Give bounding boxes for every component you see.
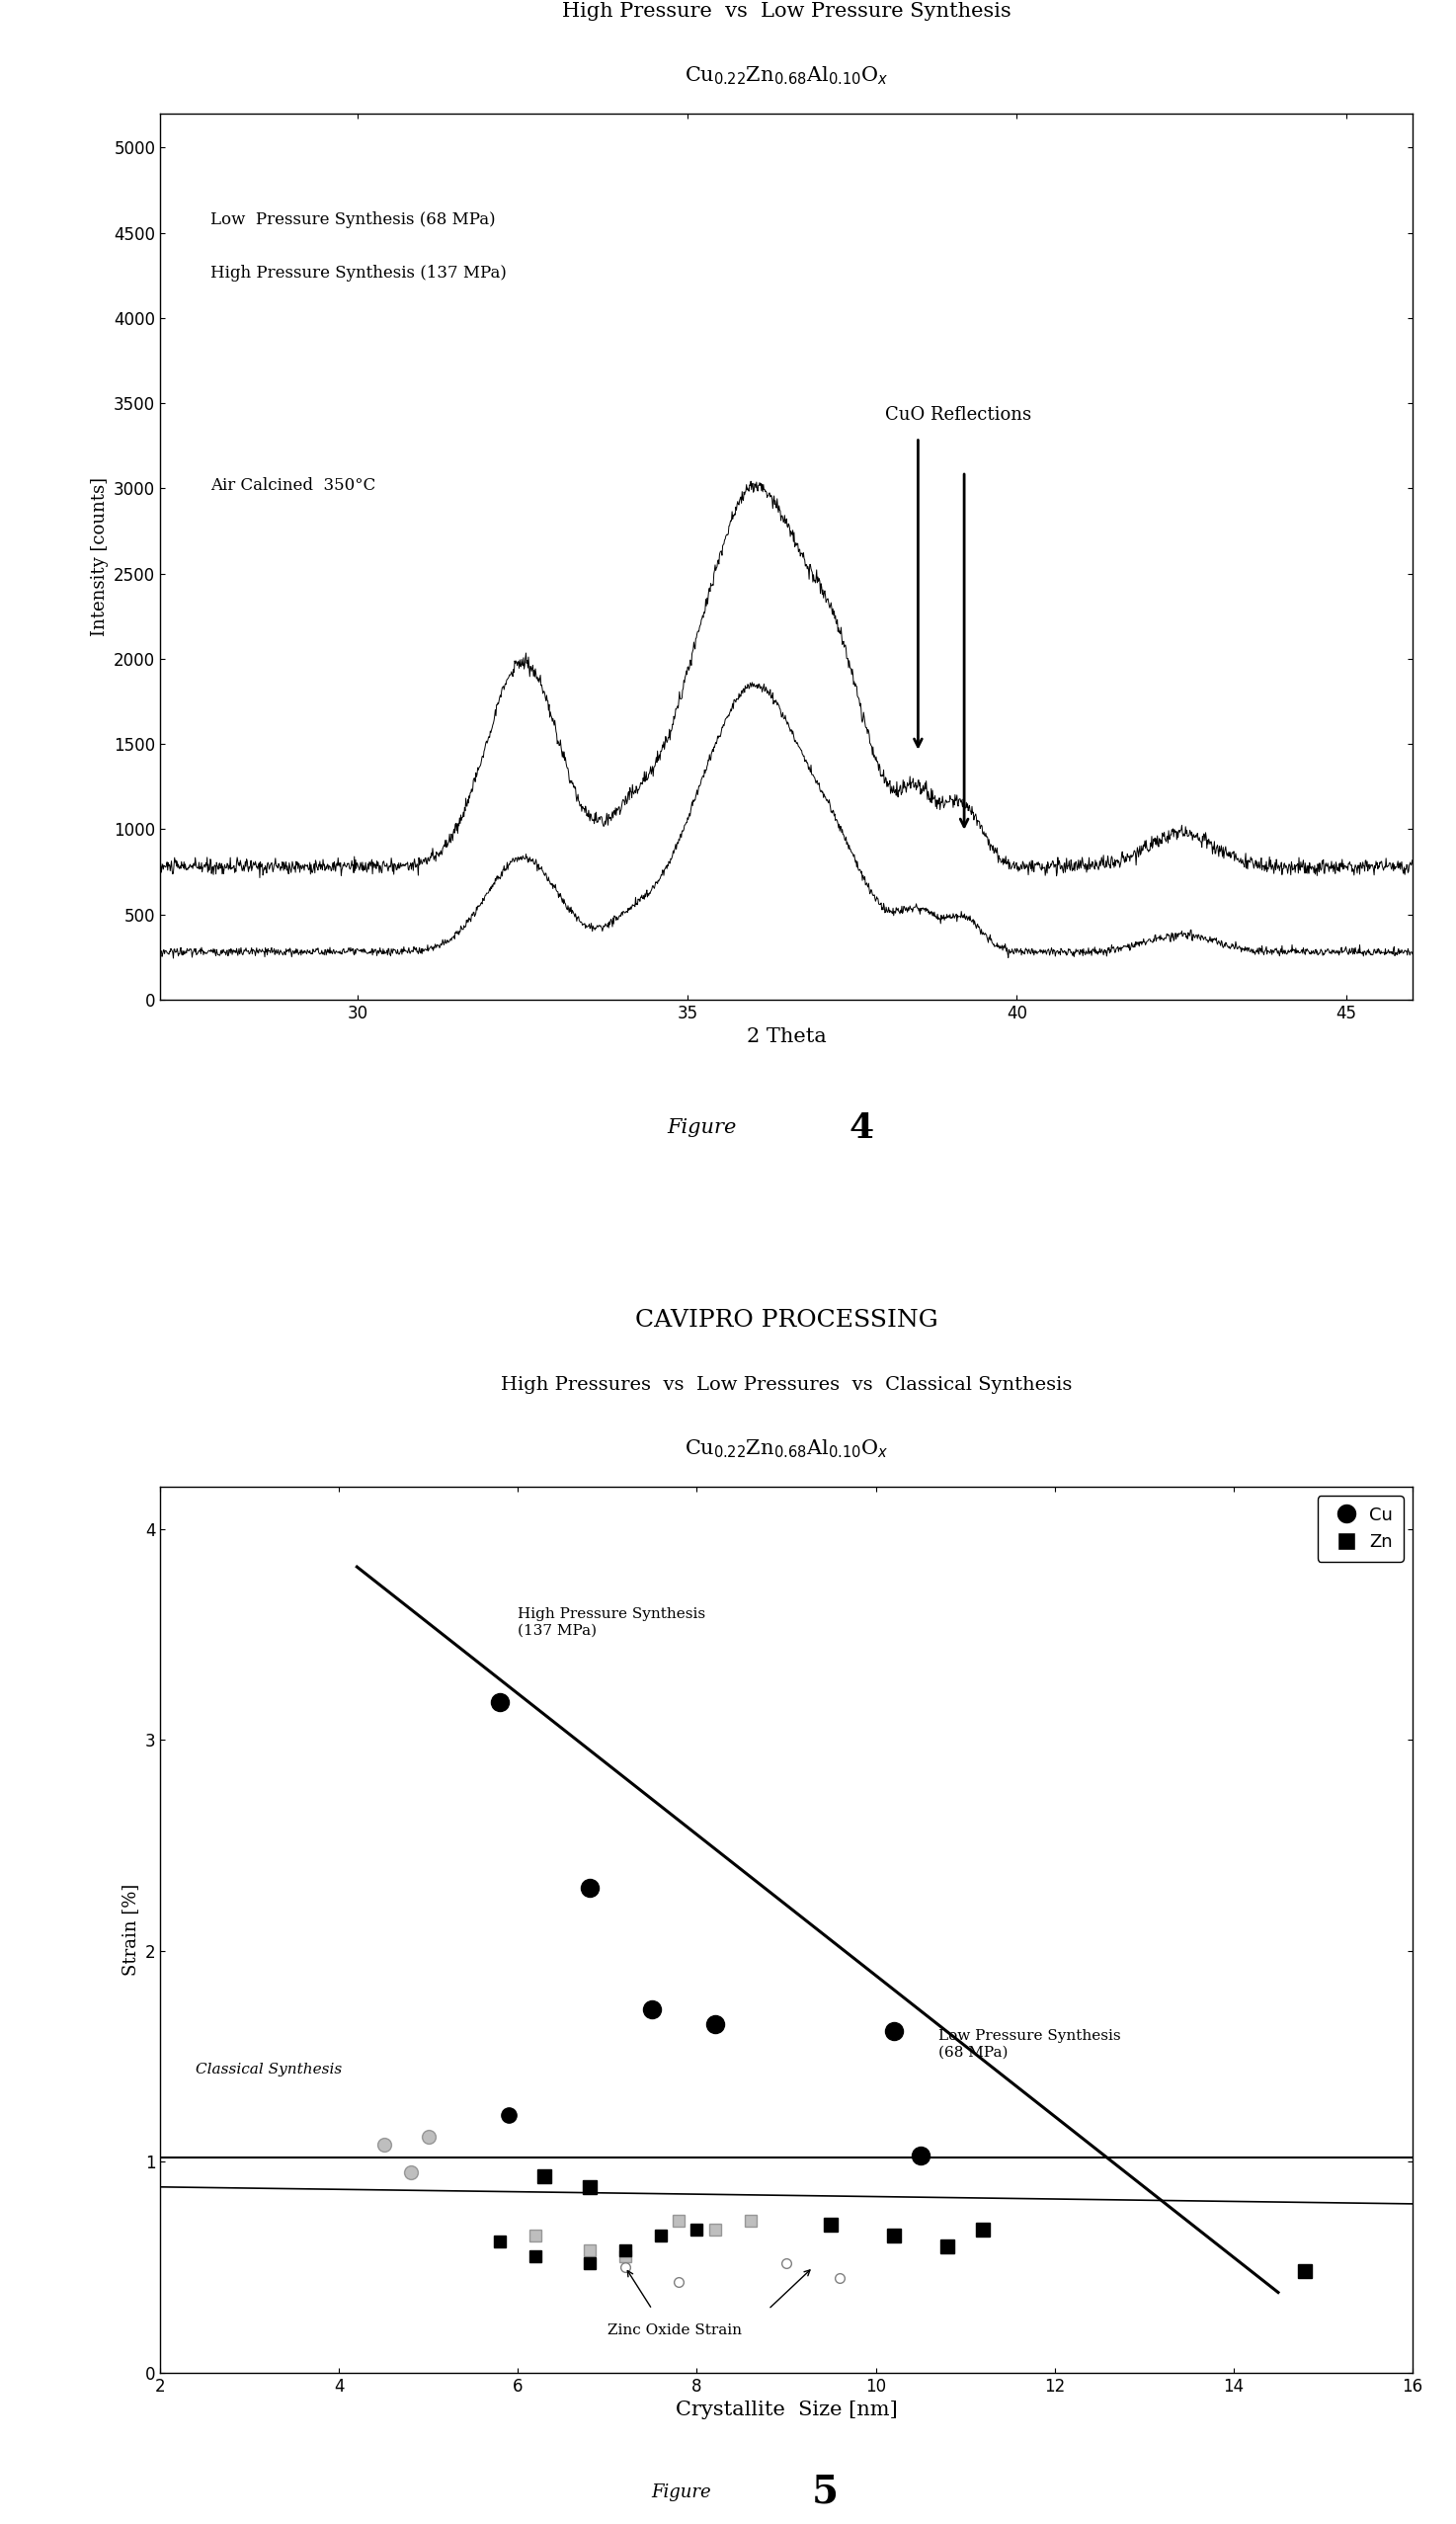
Legend: Cu, Zn: Cu, Zn (1318, 1497, 1404, 1562)
Text: High Pressure Synthesis (137 MPa): High Pressure Synthesis (137 MPa) (210, 265, 507, 280)
Y-axis label: Intensity [counts]: Intensity [counts] (90, 477, 108, 636)
Text: CAVIPRO PROCESSING: CAVIPRO PROCESSING (635, 1310, 938, 1333)
Text: High Pressure Synthesis
(137 MPa): High Pressure Synthesis (137 MPa) (518, 1608, 706, 1638)
Text: High Pressures  vs  Low Pressures  vs  Classical Synthesis: High Pressures vs Low Pressures vs Class… (501, 1376, 1072, 1393)
Text: 5: 5 (811, 2474, 839, 2511)
Text: 4: 4 (849, 1111, 874, 1146)
Text: Classical Synthesis: Classical Synthesis (197, 2062, 342, 2077)
Text: Cu$_{0.22}$Zn$_{0.68}$Al$_{0.10}$O$_x$: Cu$_{0.22}$Zn$_{0.68}$Al$_{0.10}$O$_x$ (684, 1439, 888, 1459)
Text: Air Calcined  350°C: Air Calcined 350°C (210, 477, 376, 495)
Text: High Pressure  vs  Low Pressure Synthesis: High Pressure vs Low Pressure Synthesis (562, 3, 1010, 20)
X-axis label: Crystallite  Size [nm]: Crystallite Size [nm] (676, 2400, 897, 2421)
Text: Cu$_{0.22}$Zn$_{0.68}$Al$_{0.10}$O$_x$: Cu$_{0.22}$Zn$_{0.68}$Al$_{0.10}$O$_x$ (684, 66, 888, 86)
Text: Figure: Figure (651, 2484, 711, 2501)
Text: Zinc Oxide Strain: Zinc Oxide Strain (607, 2325, 741, 2337)
Text: Figure: Figure (667, 1118, 737, 1138)
X-axis label: 2 Theta: 2 Theta (747, 1027, 826, 1047)
Text: CuO Reflections: CuO Reflections (885, 406, 1031, 424)
Y-axis label: Strain [%]: Strain [%] (122, 1883, 140, 1976)
Text: Low  Pressure Synthesis (68 MPa): Low Pressure Synthesis (68 MPa) (210, 212, 495, 227)
Text: Low Pressure Synthesis
(68 MPa): Low Pressure Synthesis (68 MPa) (938, 2029, 1121, 2060)
